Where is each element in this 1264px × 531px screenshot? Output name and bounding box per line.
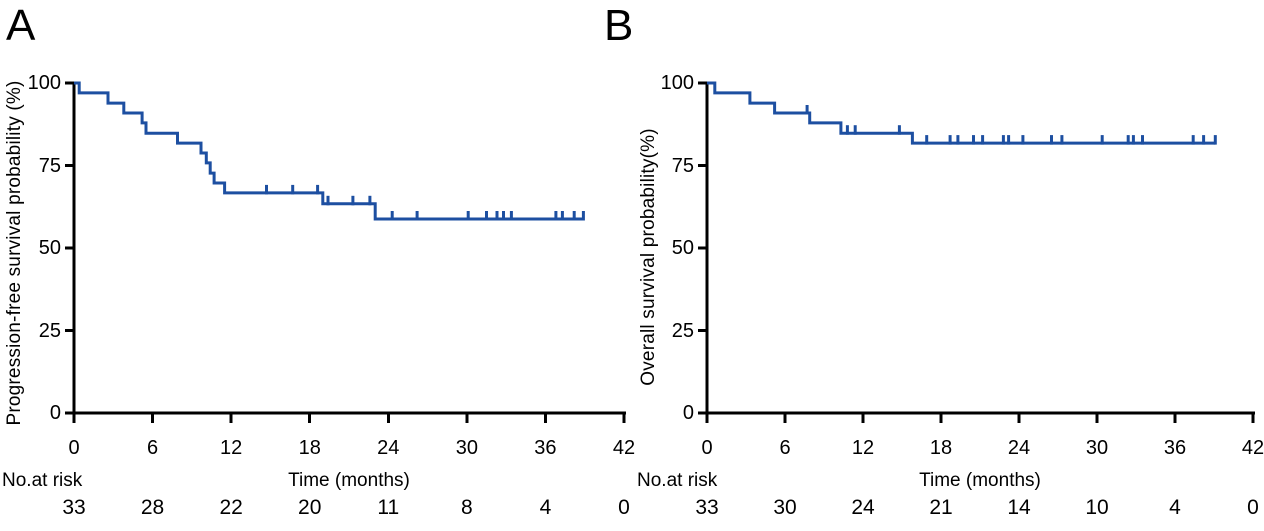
panel-a-y-tick-label: 100: [27, 72, 61, 94]
panel-b-y-tick-label: 25: [671, 319, 694, 342]
panel-a-y-tick-label: 0: [49, 402, 61, 424]
panel-b-x-axis-label: Time (months): [919, 470, 1041, 491]
panel-a-x-tick-label: 24: [377, 437, 400, 459]
panel-b-risk-label: No.at risk: [637, 470, 718, 491]
panel-a-risk-count: 28: [140, 496, 165, 519]
panel-a-risk-count: 20: [298, 496, 322, 519]
panel-b-x-tick-label: 6: [779, 437, 791, 459]
panel-b-risk-count: 0: [1247, 496, 1259, 519]
panel-b-risk-count: 14: [1007, 496, 1031, 519]
panel-b-x-tick-label: 18: [929, 437, 953, 459]
panel-b-x-tick-label: 30: [1085, 437, 1109, 459]
panel-b-x-tick-label: 42: [1241, 437, 1264, 459]
panel-a-x-tick-label: 36: [534, 437, 557, 459]
panel-a-x-tick-label: 30: [455, 437, 478, 459]
panel-a-risk-count: 4: [539, 496, 552, 519]
panel-a-x-tick-label: 0: [68, 437, 80, 459]
panel-b-risk-count: 4: [1169, 496, 1181, 519]
panel-b-x-tick-label: 12: [851, 437, 875, 459]
panel-b-risk-count: 33: [695, 496, 719, 519]
panel-a-risk-count: 33: [62, 496, 86, 519]
panel-a-y-tick-label: 50: [38, 237, 61, 259]
panel-b-x-tick-label: 24: [1007, 437, 1031, 459]
panel-a-risk-label: No.at risk: [2, 470, 83, 491]
panel-b-x-tick-label: 0: [701, 437, 713, 459]
panel-a-title: A: [6, 1, 36, 50]
panel-b-title: B: [604, 1, 634, 50]
panel-b-x-tick-label: 36: [1163, 437, 1187, 459]
panel-a-y-tick-label: 75: [38, 154, 61, 177]
panel-b-survival-curve: [707, 81, 1216, 145]
panel-a-x-tick-label: 42: [612, 437, 636, 459]
panel-a-survival-curve: [74, 81, 584, 221]
panel-a-x-tick-label: 6: [147, 437, 159, 459]
panel-b-y-tick-label: 50: [671, 237, 694, 259]
panel-b-y-tick-label: 0: [682, 402, 694, 424]
panel-a-x-tick-label: 18: [298, 437, 321, 459]
panel-b-risk-count: 10: [1085, 496, 1109, 519]
panel-b-plot: [698, 81, 1255, 423]
panel-a-risk-count: 8: [461, 496, 473, 519]
panel-a-x-tick-label: 12: [220, 437, 243, 459]
panel-a-plot: [65, 81, 626, 423]
panel-a-y-tick-label: 25: [38, 319, 61, 342]
panel-b-y-tick-label: 100: [660, 72, 694, 94]
panel-a-risk-count: 22: [219, 496, 243, 519]
panel-a-risk-count: 0: [618, 496, 630, 519]
panel-b-risk-count: 21: [929, 496, 953, 519]
panel-a-x-axis-label: Time (months): [288, 470, 410, 491]
panel-b-risk-count: 30: [773, 496, 797, 519]
panel-b-risk-count: 24: [851, 496, 875, 519]
panel-a-risk-count: 11: [377, 496, 400, 519]
panel-b-y-tick-label: 75: [671, 154, 694, 177]
